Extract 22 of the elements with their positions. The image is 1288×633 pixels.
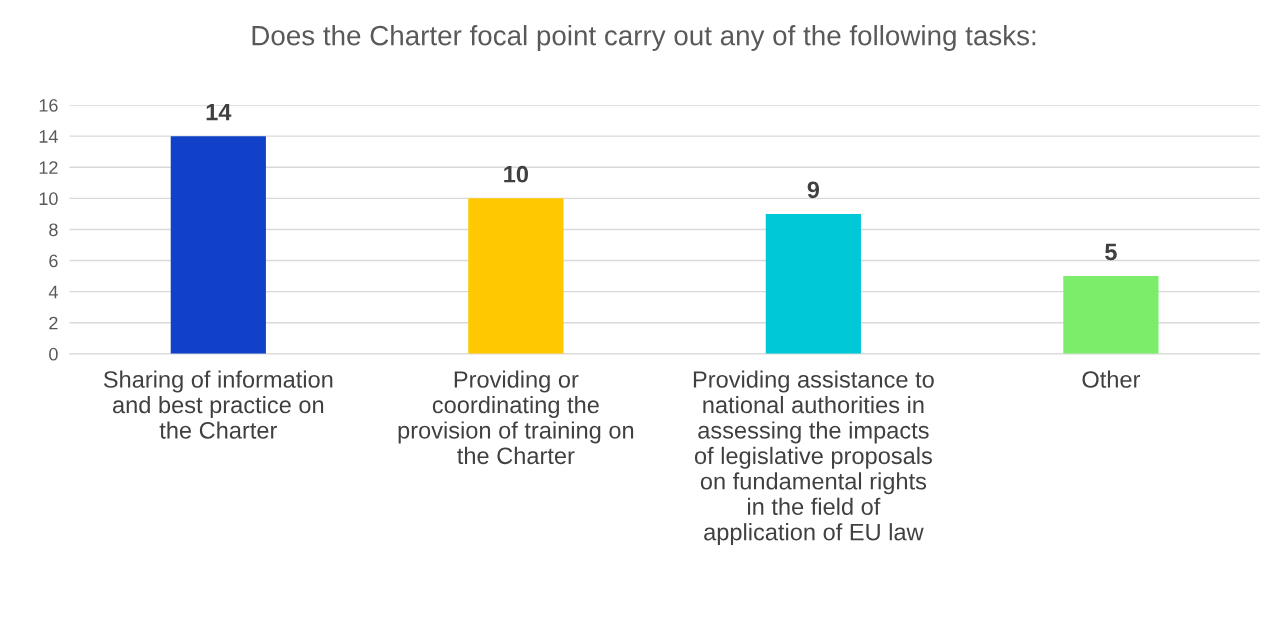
x-tick-label: Providing or coordinating the provision of training on the Charter bbox=[398, 370, 634, 465]
y-tick-label: 14 bbox=[39, 130, 58, 143]
data-label: 14 bbox=[206, 103, 232, 121]
bar bbox=[765, 213, 861, 354]
y-tick-label: 2 bbox=[49, 316, 58, 330]
y-tick-label: 8 bbox=[49, 223, 58, 237]
y-tick-label: 10 bbox=[39, 192, 58, 206]
x-tick-label: Other bbox=[1082, 370, 1141, 388]
data-label: 10 bbox=[504, 165, 529, 183]
y-tick-label: 12 bbox=[39, 161, 58, 174]
x-tick-label: Providing assistance to national authorities in assessing the impacts of legislative proposals on fundamental rights in the field of application of EU law bbox=[693, 370, 934, 546]
data-label: 9 bbox=[807, 181, 820, 199]
x-tick-label: Sharing of information and best practice on the Charter bbox=[103, 370, 333, 439]
y-tick-label: 16 bbox=[39, 99, 58, 112]
data-label: 5 bbox=[1105, 243, 1117, 261]
y-tick-label: 4 bbox=[48, 285, 58, 299]
bar bbox=[170, 136, 266, 354]
y-tick-label: 6 bbox=[49, 254, 58, 268]
chart-title: Does the Charter focal point carry out any of the following tasks: bbox=[252, 25, 1036, 51]
bar bbox=[1063, 276, 1159, 354]
bar bbox=[468, 198, 564, 354]
y-tick-label: 0 bbox=[49, 347, 58, 361]
